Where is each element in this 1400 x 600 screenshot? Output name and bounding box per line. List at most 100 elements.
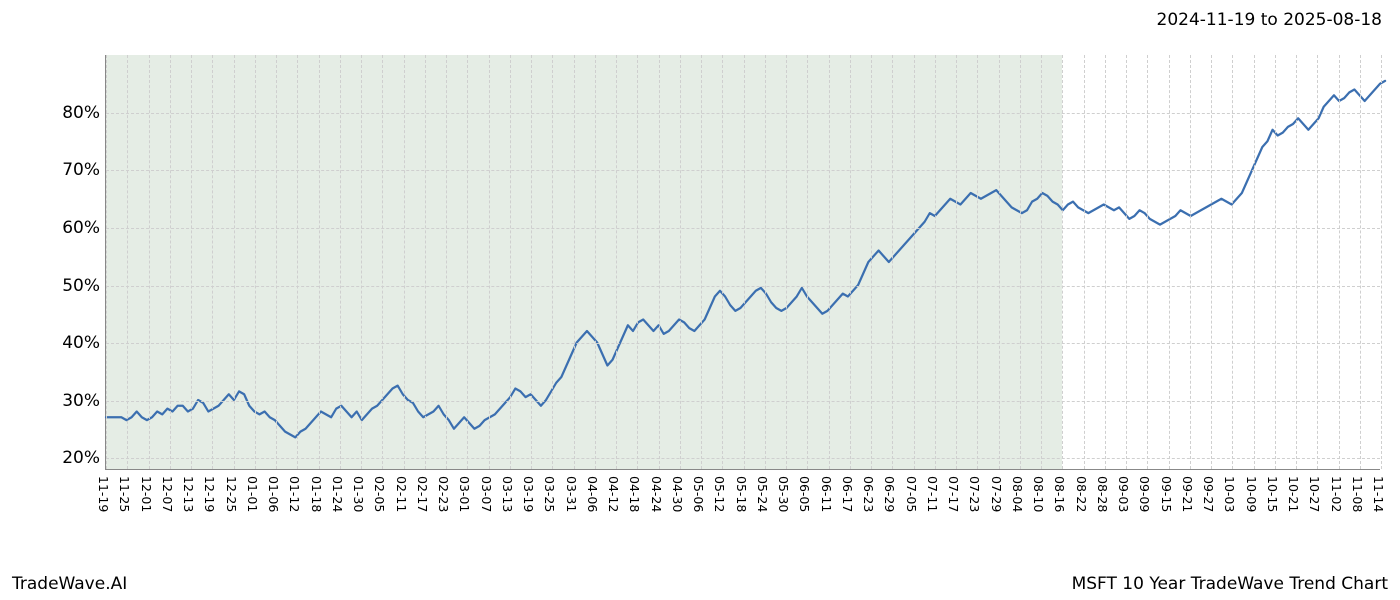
x-gridline <box>659 55 660 469</box>
x-tick-label: 07-17 <box>946 476 961 512</box>
x-tick-label: 06-05 <box>797 476 812 512</box>
x-tick-label: 01-18 <box>309 476 324 512</box>
x-tick-label: 11-19 <box>96 476 111 512</box>
x-gridline <box>106 55 107 469</box>
y-tick-label: 80% <box>40 103 100 123</box>
x-tick-label: 11-14 <box>1371 476 1386 512</box>
date-range-label: 2024-11-19 to 2025-08-18 <box>1157 10 1382 30</box>
x-gridline <box>1062 55 1063 469</box>
x-tick-label: 09-03 <box>1116 476 1131 512</box>
x-tick-label: 01-06 <box>266 476 281 512</box>
x-tick-label: 03-01 <box>457 476 472 512</box>
footer-title: MSFT 10 Year TradeWave Trend Chart <box>1072 574 1388 594</box>
x-tick-label: 12-07 <box>160 476 175 512</box>
x-tick-label: 05-06 <box>691 476 706 512</box>
x-tick-label: 07-23 <box>967 476 982 512</box>
x-gridline <box>637 55 638 469</box>
y-tick-label: 30% <box>40 391 100 411</box>
x-tick-label: 03-19 <box>521 476 536 512</box>
x-gridline <box>1169 55 1170 469</box>
x-gridline <box>170 55 171 469</box>
x-tick-label: 06-17 <box>840 476 855 512</box>
x-gridline <box>425 55 426 469</box>
x-tick-label: 08-10 <box>1031 476 1046 512</box>
x-tick-label: 01-24 <box>330 476 345 512</box>
x-tick-label: 06-29 <box>882 476 897 512</box>
x-tick-label: 05-30 <box>776 476 791 512</box>
y-tick-label: 70% <box>40 160 100 180</box>
x-gridline <box>786 55 787 469</box>
x-tick-label: 05-24 <box>755 476 770 512</box>
x-tick-label: 05-12 <box>712 476 727 512</box>
y-tick-label: 20% <box>40 448 100 468</box>
x-gridline <box>574 55 575 469</box>
x-gridline <box>977 55 978 469</box>
x-tick-label: 09-27 <box>1201 476 1216 512</box>
x-tick-label: 11-25 <box>117 476 132 512</box>
x-tick-label: 03-25 <box>542 476 557 512</box>
x-tick-label: 02-05 <box>372 476 387 512</box>
x-gridline <box>1232 55 1233 469</box>
x-gridline <box>531 55 532 469</box>
x-gridline <box>680 55 681 469</box>
x-gridline <box>1339 55 1340 469</box>
x-tick-label: 08-04 <box>1010 476 1025 512</box>
x-gridline <box>850 55 851 469</box>
footer-brand: TradeWave.AI <box>12 574 127 594</box>
x-tick-label: 09-09 <box>1137 476 1152 512</box>
x-tick-label: 07-05 <box>904 476 919 512</box>
x-tick-label: 02-17 <box>415 476 430 512</box>
x-tick-label: 01-30 <box>351 476 366 512</box>
x-gridline <box>1275 55 1276 469</box>
x-gridline <box>255 55 256 469</box>
x-gridline <box>829 55 830 469</box>
x-gridline <box>871 55 872 469</box>
x-tick-label: 09-21 <box>1180 476 1195 512</box>
x-gridline <box>446 55 447 469</box>
x-gridline <box>1254 55 1255 469</box>
x-tick-label: 05-18 <box>734 476 749 512</box>
x-tick-label: 02-11 <box>394 476 409 512</box>
x-gridline <box>297 55 298 469</box>
x-tick-label: 04-12 <box>606 476 621 512</box>
x-gridline <box>722 55 723 469</box>
x-gridline <box>1381 55 1382 469</box>
x-gridline <box>1020 55 1021 469</box>
x-gridline <box>382 55 383 469</box>
x-gridline <box>1041 55 1042 469</box>
x-tick-label: 02-23 <box>436 476 451 512</box>
x-tick-label: 10-15 <box>1265 476 1280 512</box>
x-tick-label: 04-30 <box>670 476 685 512</box>
x-tick-label: 08-16 <box>1052 476 1067 512</box>
y-tick-label: 50% <box>40 276 100 296</box>
y-tick-label: 60% <box>40 218 100 238</box>
x-gridline <box>1211 55 1212 469</box>
x-gridline <box>744 55 745 469</box>
x-tick-label: 04-06 <box>585 476 600 512</box>
x-gridline <box>404 55 405 469</box>
x-gridline <box>701 55 702 469</box>
x-gridline <box>1296 55 1297 469</box>
x-gridline <box>765 55 766 469</box>
x-gridline <box>956 55 957 469</box>
x-tick-label: 11-02 <box>1329 476 1344 512</box>
x-gridline <box>212 55 213 469</box>
x-gridline <box>1147 55 1148 469</box>
x-gridline <box>914 55 915 469</box>
x-gridline <box>276 55 277 469</box>
x-tick-label: 04-18 <box>627 476 642 512</box>
x-gridline <box>319 55 320 469</box>
x-gridline <box>191 55 192 469</box>
x-gridline <box>1084 55 1085 469</box>
x-tick-label: 12-01 <box>139 476 154 512</box>
x-tick-label: 10-27 <box>1307 476 1322 512</box>
x-gridline <box>1360 55 1361 469</box>
x-gridline <box>616 55 617 469</box>
x-tick-label: 06-23 <box>861 476 876 512</box>
x-tick-label: 08-22 <box>1074 476 1089 512</box>
x-gridline <box>595 55 596 469</box>
x-tick-label: 03-07 <box>479 476 494 512</box>
x-tick-label: 10-21 <box>1286 476 1301 512</box>
x-gridline <box>489 55 490 469</box>
x-gridline <box>467 55 468 469</box>
